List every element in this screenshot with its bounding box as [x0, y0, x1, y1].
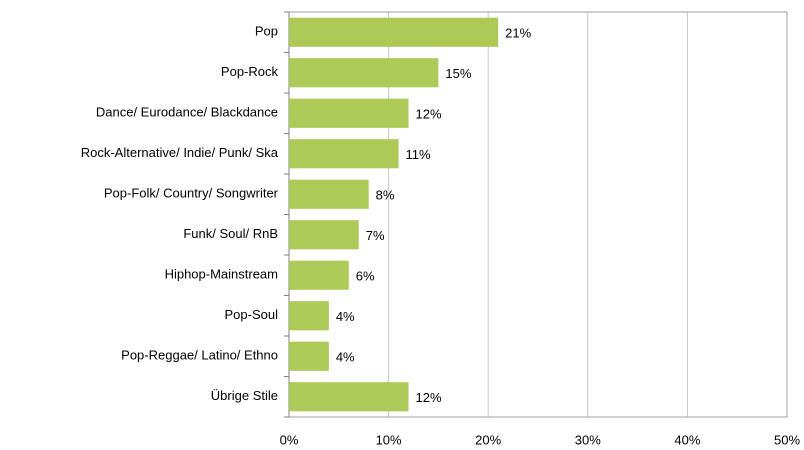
value-label: 6% [356, 269, 375, 284]
y-tick-label: Pop-Rock [221, 64, 279, 79]
x-tick-label: 50% [774, 432, 800, 447]
y-tick-label: Übrige Stile [211, 388, 278, 403]
value-label: 12% [416, 390, 442, 405]
bar [289, 382, 409, 412]
x-tick-label: 10% [376, 432, 402, 447]
value-label: 15% [445, 66, 471, 81]
x-tick-label: 0% [280, 432, 299, 447]
value-label: 21% [505, 26, 531, 41]
value-label: 4% [336, 350, 355, 365]
bar [289, 179, 369, 209]
bar [289, 139, 399, 169]
value-label: 4% [336, 309, 355, 324]
y-tick-label: Dance/ Eurodance/ Blackdance [96, 105, 278, 120]
y-tick-label: Hiphop-Mainstream [165, 267, 278, 282]
x-tick-label: 20% [475, 432, 501, 447]
value-label: 8% [376, 188, 395, 203]
bar [289, 220, 359, 250]
y-tick-label: Pop [255, 24, 278, 39]
value-label: 11% [406, 147, 431, 162]
bar [289, 260, 349, 290]
y-tick-label: Pop-Reggae/ Latino/ Ethno [121, 348, 278, 363]
y-tick-label: Funk/ Soul/ RnB [183, 226, 278, 241]
x-tick-label: 30% [575, 432, 601, 447]
y-tick-label: Pop-Soul [225, 307, 279, 322]
y-tick-label: Rock-Alternative/ Indie/ Punk/ Ska [81, 145, 279, 160]
bar [289, 17, 499, 47]
bar [289, 58, 439, 88]
value-label: 7% [366, 228, 385, 243]
bar [289, 301, 329, 331]
y-tick-label: Pop-Folk/ Country/ Songwriter [104, 186, 279, 201]
bar [289, 98, 409, 128]
x-tick-label: 40% [674, 432, 700, 447]
value-label: 12% [416, 107, 442, 122]
bar [289, 341, 329, 371]
